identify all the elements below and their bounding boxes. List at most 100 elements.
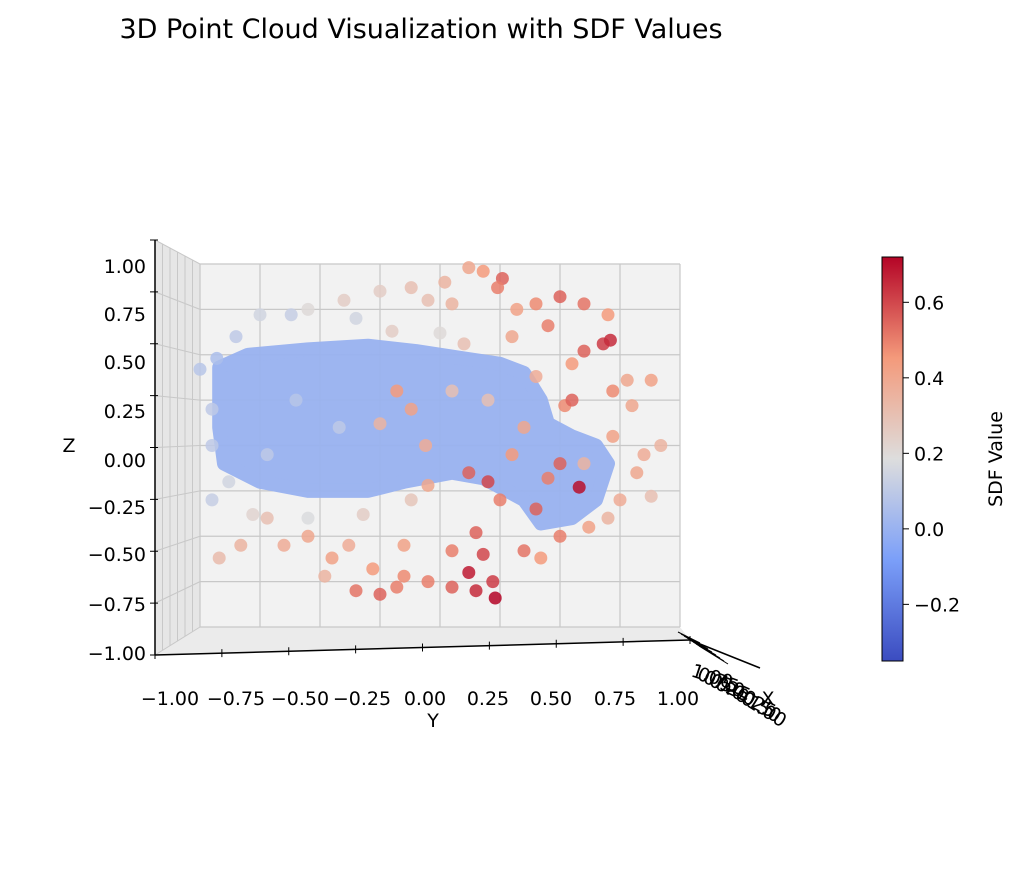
scatter-point [404, 493, 418, 507]
scatter-point [205, 493, 219, 507]
y-tick-label: −0.50 [271, 688, 329, 710]
scatter-point [541, 471, 555, 485]
scatter-point [404, 281, 418, 295]
colorbar-label: SDF Value [985, 411, 1007, 507]
scatter-point [205, 439, 219, 452]
scatter-point [222, 475, 236, 489]
scatter-point [445, 544, 459, 558]
scatter-point [301, 511, 315, 525]
scatter-point [373, 284, 387, 298]
z-axis-label: Z [62, 435, 75, 457]
colorbar-ticks: 0.6 0.4 0.2 0.0 −0.2 [903, 292, 960, 616]
z-tick-label: 0.00 [104, 450, 146, 472]
scatter-point [457, 337, 471, 351]
y-axis-label: Y [426, 710, 439, 732]
z-tick-label: 0.75 [104, 304, 146, 326]
scatter-point [541, 319, 555, 333]
scatter-point [404, 402, 418, 416]
scatter-point [445, 297, 459, 311]
y-tick-label: 0.25 [467, 688, 509, 710]
scatter-point [476, 264, 490, 278]
scatter-point [529, 297, 543, 311]
scatter-point [229, 330, 243, 344]
scatter-point [577, 344, 591, 358]
scatter-point [419, 439, 433, 452]
scatter-point [445, 580, 459, 594]
z-tick-label: −0.50 [88, 544, 146, 566]
scatter-point [301, 529, 315, 543]
scatter-point [205, 402, 219, 416]
z-tick-label: −0.25 [88, 497, 146, 519]
z-tick-labels: 1.00 0.75 0.50 0.25 0.00 −0.25 −0.50 −0.75 −1.00 [88, 256, 146, 665]
scatter-point [505, 448, 519, 462]
scatter-point [301, 302, 315, 316]
scatter-point [332, 420, 346, 434]
scatter-point [625, 399, 639, 413]
scatter-point [342, 538, 356, 552]
scatter-point [577, 457, 591, 471]
scatter-point [491, 281, 505, 295]
scatter-point [572, 480, 586, 494]
scatter-point [246, 508, 260, 521]
scatter-point [462, 566, 476, 579]
scatter-point [481, 475, 495, 489]
y-tick-label: −0.25 [333, 688, 391, 710]
scatter-points [193, 261, 668, 605]
scatter-point [462, 466, 476, 480]
scatter-point [373, 587, 387, 601]
scatter-point [234, 538, 248, 552]
scatter-point [644, 489, 658, 503]
x-axis-label: X [761, 688, 774, 710]
scatter-point [553, 290, 567, 304]
scatter-point [603, 333, 617, 347]
scatter-point [488, 591, 502, 605]
z-tick-label: −1.00 [88, 643, 146, 665]
surface-point-cloud [212, 338, 615, 531]
scatter-point [486, 575, 500, 589]
scatter-point [654, 439, 668, 452]
scatter-point [253, 308, 267, 322]
y-tick-label: 0.75 [594, 688, 636, 710]
scatter-point [385, 324, 399, 338]
scatter-point [582, 520, 596, 534]
scatter-point [390, 580, 404, 594]
axes-lines [150, 239, 761, 669]
y-tick-label: −0.75 [207, 688, 265, 710]
scatter-point [438, 275, 452, 289]
scatter-point [210, 351, 224, 365]
scatter-point [289, 393, 303, 407]
scatter-point [493, 493, 507, 507]
x-tick-labels: 1.000.750.500.250.00−0.25−0.50−1.00 [688, 660, 790, 732]
scatter-point [433, 326, 447, 340]
colorbar-tick-label: 0.4 [914, 368, 944, 390]
scatter-point [517, 544, 531, 558]
scatter-point [469, 526, 483, 540]
scatter-point [606, 384, 620, 398]
colorbar-tick-label: −0.2 [914, 594, 960, 616]
chart-title: 3D Point Cloud Visualization with SDF Va… [119, 14, 722, 45]
colorbar [881, 256, 904, 662]
scatter-point [260, 448, 274, 462]
scatter-point [601, 511, 615, 525]
scatter-point [373, 417, 387, 431]
scatter-point [337, 293, 351, 307]
scatter-point [390, 384, 404, 398]
scatter-point [481, 393, 495, 407]
scatter-point [349, 311, 363, 325]
colorbar-tick-label: 0.6 [914, 292, 944, 314]
scatter-point [620, 373, 634, 387]
y-tick-label: 1.00 [657, 688, 699, 710]
scatter-point [462, 261, 476, 275]
colorbar-tick-label: 0.2 [914, 443, 944, 465]
scatter-point [529, 502, 543, 516]
scatter-point [606, 429, 620, 443]
y-tick-label: 0.50 [530, 688, 572, 710]
scatter-point [260, 511, 274, 525]
scatter-point [397, 538, 411, 552]
scatter-point [644, 373, 658, 387]
y-tick-label: −1.00 [141, 688, 199, 710]
scatter-point [421, 575, 435, 589]
scatter-point [534, 551, 548, 565]
scatter-point [637, 448, 651, 462]
scatter-point [476, 547, 490, 561]
